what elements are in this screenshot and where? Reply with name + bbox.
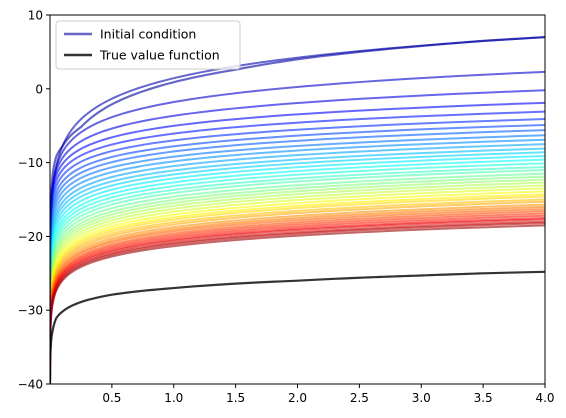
y-tick-label: 0 [35,82,43,96]
x-tick-label: 0.5 [102,391,121,405]
y-tick-label: 10 [28,9,43,23]
x-tick-label: 3.5 [474,391,493,405]
legend-label-true-value-function: True value function [99,48,220,63]
y-tick-label: −30 [18,304,43,318]
x-tick-label: 3.0 [412,391,431,405]
x-tick-label: 2.0 [288,391,307,405]
y-tick-label: −10 [18,156,43,170]
legend: Initial condition True value function [55,20,241,70]
y-axis: −40 −30 −20 −10 0 10 [18,9,50,392]
series-line-true-value-function [50,270,545,384]
x-tick-label: 4.0 [535,391,554,405]
series-line-initial-condition [50,36,545,381]
x-tick-label: 2.5 [350,391,369,405]
legend-label-initial-condition: Initial condition [100,27,196,42]
x-tick-label: 1.0 [164,391,183,405]
y-tick-label: −20 [18,230,43,244]
legend-box [55,20,241,70]
y-tick-label: −40 [18,378,43,392]
highlight-lines [50,36,545,384]
x-axis: 0.5 1.0 1.5 2.0 2.5 3.0 3.5 4.0 [102,384,555,405]
x-tick-label: 1.5 [226,391,245,405]
